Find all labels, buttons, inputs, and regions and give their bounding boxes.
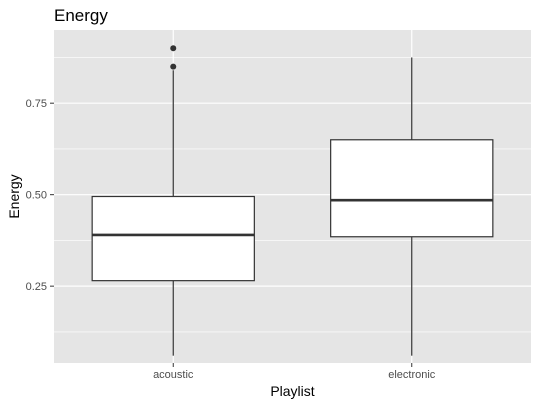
outlier-point bbox=[170, 63, 177, 70]
y-tick-label: 0.75 bbox=[26, 98, 47, 110]
chart-title: Energy bbox=[54, 6, 108, 25]
outlier-point bbox=[170, 45, 177, 52]
iqr-box bbox=[330, 139, 494, 238]
y-tick-label: 0.25 bbox=[26, 281, 47, 293]
boxes bbox=[91, 45, 494, 356]
x-axis-title: Playlist bbox=[270, 383, 314, 399]
box-electronic bbox=[330, 57, 494, 356]
x-tick-label: acoustic bbox=[153, 369, 194, 381]
box-acoustic bbox=[91, 45, 255, 356]
y-axis-title: Energy bbox=[6, 174, 22, 218]
x-tick-label: electronic bbox=[388, 369, 436, 381]
iqr-box bbox=[91, 195, 255, 282]
x-axis: acoustic electronic bbox=[153, 363, 436, 381]
y-tick-label: 0.50 bbox=[26, 190, 47, 202]
y-axis: 0.25 0.50 0.75 bbox=[26, 98, 54, 293]
